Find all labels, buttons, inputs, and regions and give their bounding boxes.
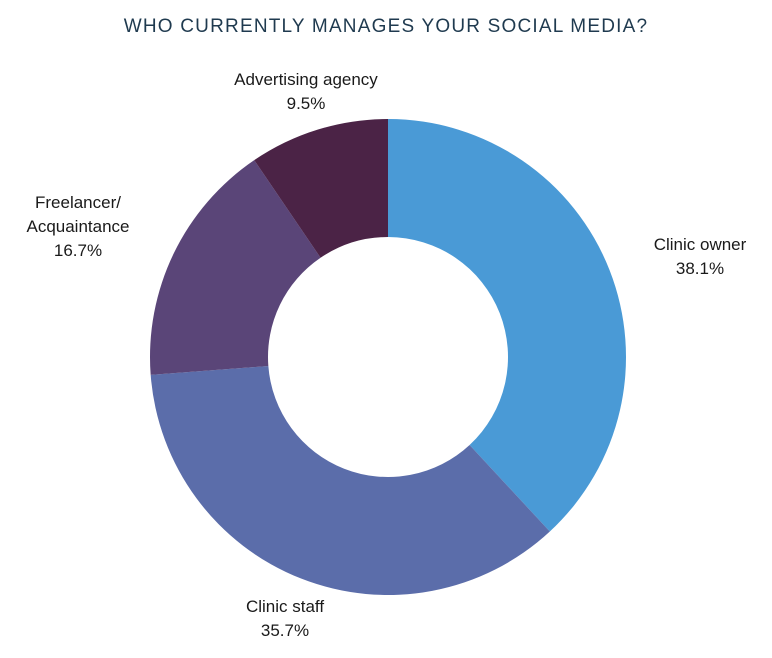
slice-value-label: 16.7% <box>54 241 102 260</box>
slice-category-label: Advertising agency <box>234 70 378 89</box>
slice-category-label: Acquaintance <box>26 217 129 236</box>
slices-layer <box>150 119 627 596</box>
slice-label-clinic-owner: Clinic owner 38.1% <box>654 235 747 278</box>
slice-label-freelancer-acquaintance: Freelancer/Acquaintance 16.7% <box>26 193 129 260</box>
slice-value-label: 38.1% <box>676 259 724 278</box>
chart-title: WHO CURRENTLY MANAGES YOUR SOCIAL MEDIA? <box>123 16 649 37</box>
slice-advertising-agency <box>254 119 388 258</box>
labels-layer: Clinic owner 38.1% Clinic staff 35.7% Freela… <box>26 70 746 640</box>
slice-label-clinic-staff: Clinic staff 35.7% <box>246 597 324 640</box>
slice-value-label: 9.5% <box>287 94 326 113</box>
slice-label-advertising-agency: Advertising agency 9.5% <box>234 70 378 113</box>
slice-value-label: 35.7% <box>261 621 309 640</box>
slice-category-label: Freelancer/ <box>35 193 121 212</box>
slice-clinic-owner <box>388 119 627 532</box>
slice-freelancer-acquaintance <box>150 160 321 375</box>
slice-category-label: Clinic staff <box>246 597 324 616</box>
slice-category-label: Clinic owner <box>654 235 747 254</box>
slice-clinic-staff <box>150 366 550 596</box>
